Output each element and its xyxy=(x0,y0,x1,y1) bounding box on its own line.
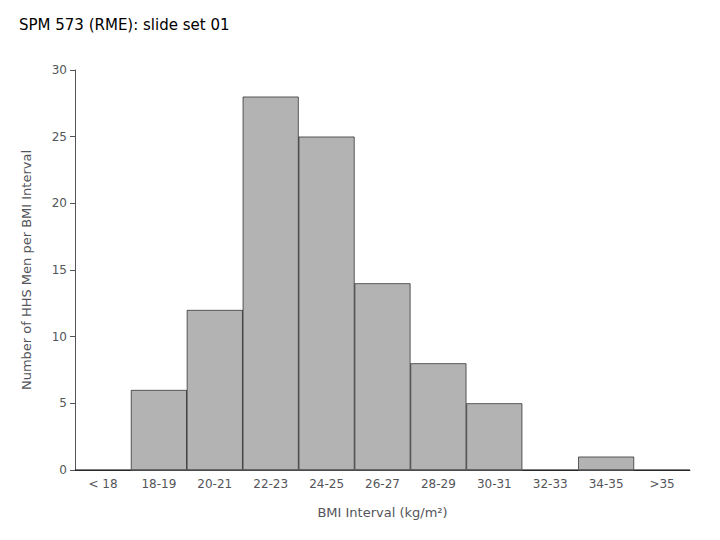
svg-text:30-31: 30-31 xyxy=(477,477,512,491)
svg-text:22-23: 22-23 xyxy=(253,477,288,491)
svg-text:< 18: < 18 xyxy=(88,477,117,491)
svg-text:>35: >35 xyxy=(649,477,674,491)
svg-text:18-19: 18-19 xyxy=(141,477,176,491)
svg-text:28-29: 28-29 xyxy=(421,477,456,491)
svg-text:20-21: 20-21 xyxy=(197,477,232,491)
svg-text:25: 25 xyxy=(52,130,67,144)
svg-text:Number of HHS Men per BMI Inte: Number of HHS Men per BMI Interval xyxy=(19,150,34,390)
svg-text:24-25: 24-25 xyxy=(309,477,344,491)
svg-text:SPM 573 (RME): slide set 01: SPM 573 (RME): slide set 01 xyxy=(19,16,230,34)
svg-text:32-33: 32-33 xyxy=(533,477,568,491)
svg-text:26-27: 26-27 xyxy=(365,477,400,491)
svg-text:30: 30 xyxy=(52,63,67,77)
svg-text:0: 0 xyxy=(59,463,67,477)
svg-text:10: 10 xyxy=(52,330,67,344)
svg-text:34-35: 34-35 xyxy=(589,477,624,491)
svg-text:BMI Interval (kg/m²): BMI Interval (kg/m²) xyxy=(317,505,447,520)
svg-text:5: 5 xyxy=(59,396,67,410)
svg-text:15: 15 xyxy=(52,263,67,277)
svg-text:20: 20 xyxy=(52,196,67,210)
